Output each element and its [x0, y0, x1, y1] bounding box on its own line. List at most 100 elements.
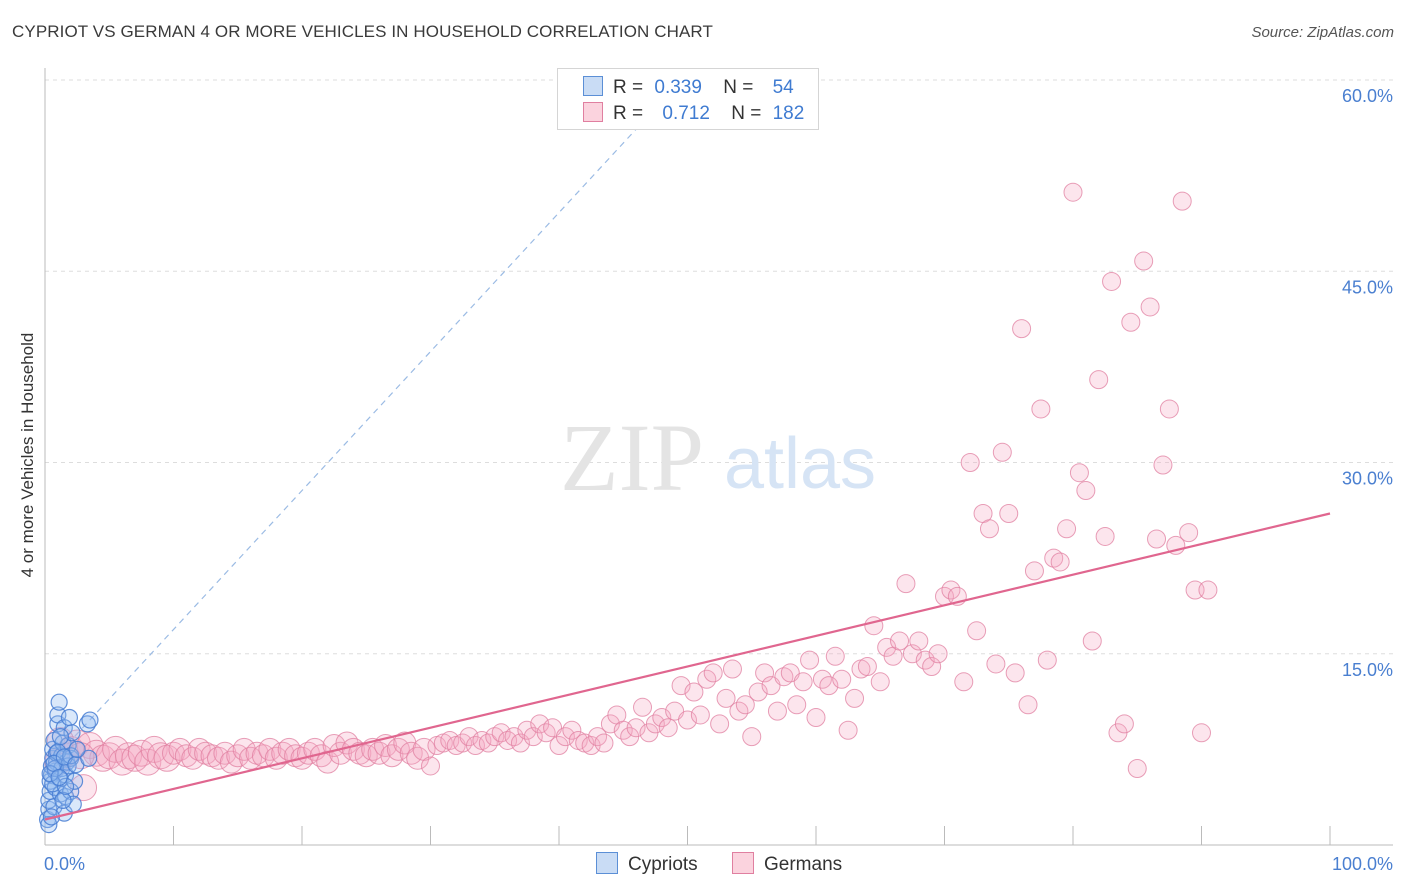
- germans-point: [168, 737, 192, 761]
- germans-point: [1063, 182, 1083, 202]
- watermark-zip: ZIP: [560, 404, 704, 511]
- germans-point: [658, 718, 678, 738]
- legend-row-cypriots: R = 0.339 N = 54: [583, 76, 794, 100]
- cypriots-label: Cypriots: [628, 854, 698, 875]
- germans-point: [735, 695, 755, 715]
- x-tick-label: 100.0%: [1332, 854, 1393, 874]
- bottom-legend-cypriots: Cypriots: [596, 852, 698, 876]
- germans-point: [1082, 631, 1102, 651]
- legend-r-value: 0.712: [662, 103, 710, 124]
- legend-n-label: N =: [731, 103, 762, 124]
- germans-point: [825, 646, 845, 666]
- germans-point: [1012, 319, 1032, 339]
- germans-point: [1159, 399, 1179, 419]
- germans-point: [1031, 399, 1051, 419]
- germans-point: [896, 574, 916, 594]
- y-tick-label: 30.0%: [1342, 469, 1393, 489]
- correlation-legend: R = 0.339 N = 54 R = 0.712 N = 182: [557, 68, 819, 130]
- cypriots-point: [50, 693, 68, 711]
- germans-point: [562, 720, 582, 740]
- bottom-legend-germans: Germans: [732, 852, 842, 876]
- germans-point: [1114, 714, 1134, 734]
- germans-point: [1037, 650, 1057, 670]
- germans-point: [633, 697, 653, 717]
- germans-point: [1102, 271, 1122, 291]
- legend-r-label: R =: [613, 77, 644, 98]
- germans-point: [594, 733, 614, 753]
- germans-point: [845, 688, 865, 708]
- germans-point: [491, 723, 511, 743]
- germans-point: [1134, 251, 1154, 271]
- x-tick-label: 0.0%: [44, 854, 85, 874]
- germans-point: [870, 672, 890, 692]
- germans-point: [793, 672, 813, 692]
- germans-point: [1089, 370, 1109, 390]
- germans-point: [832, 669, 852, 689]
- germans-point: [1069, 463, 1089, 483]
- germans-point: [1024, 561, 1044, 581]
- legend-row-germans: R = 0.712 N = 182: [583, 102, 804, 126]
- y-tick-label: 60.0%: [1342, 86, 1393, 106]
- y-tick-label: 45.0%: [1342, 277, 1393, 297]
- germans-points: [44, 182, 1218, 802]
- germans-point: [690, 705, 710, 725]
- germans-point: [742, 727, 762, 747]
- cypriots-point: [54, 791, 72, 809]
- germans-point: [890, 631, 910, 651]
- germans-point: [1179, 523, 1199, 543]
- germans-point: [755, 663, 775, 683]
- cypriots-trend-line: [44, 73, 688, 769]
- germans-point: [523, 727, 543, 747]
- source-label: Source: ZipAtlas.com: [1251, 24, 1394, 41]
- germans-point: [678, 710, 697, 730]
- germans-point: [922, 657, 942, 676]
- germans-point: [986, 654, 1006, 674]
- germans-trend-line: [44, 512, 1331, 821]
- germans-point: [806, 708, 826, 727]
- germans-point: [536, 723, 556, 743]
- cypriots-point: [62, 747, 80, 765]
- legend-n-value: 54: [772, 77, 794, 98]
- germans-point: [1153, 455, 1173, 475]
- germans-point: [1005, 663, 1025, 683]
- germans-point: [767, 701, 787, 721]
- germans-point: [787, 695, 807, 715]
- watermark-atlas: atlas: [724, 424, 876, 504]
- germans-point: [979, 519, 999, 539]
- germans-point: [1050, 552, 1070, 572]
- germans-point: [1095, 526, 1115, 546]
- germans-point: [684, 682, 704, 702]
- germans-point: [992, 442, 1012, 462]
- y-tick-label: 15.0%: [1342, 660, 1393, 680]
- tick-labels: 15.0% 30.0% 45.0% 60.0% 0.0% 100.0%: [44, 86, 1393, 874]
- germans-point: [967, 621, 987, 641]
- cypriots-point: [81, 711, 99, 729]
- cypriots-point: [80, 749, 98, 767]
- legend-n-value: 182: [772, 103, 805, 124]
- germans-point: [928, 644, 948, 664]
- cypriots-points: [38, 693, 99, 834]
- germans-point: [1198, 580, 1218, 600]
- germans-point: [187, 737, 211, 761]
- cypriots-trendline: [44, 73, 688, 769]
- germans-point: [1057, 519, 1077, 539]
- germans-point: [1172, 191, 1192, 211]
- watermark: ZIP atlas: [560, 404, 876, 511]
- cypriots-swatch: [596, 852, 618, 874]
- germans-point: [153, 744, 181, 772]
- germans-point: [219, 750, 243, 774]
- germans-trendline: [44, 512, 1331, 821]
- germans-swatch: [583, 102, 603, 122]
- germans-point: [857, 657, 877, 676]
- germans-point: [1140, 297, 1160, 317]
- germans-point: [1076, 481, 1096, 501]
- germans-point: [716, 688, 736, 708]
- cypriots-point: [68, 740, 86, 758]
- legend-r-label: R =: [613, 103, 644, 124]
- cypriots-point: [56, 777, 75, 795]
- cypriots-point: [41, 764, 59, 783]
- germans-point: [626, 718, 646, 738]
- germans-point: [800, 650, 820, 670]
- germans-point: [722, 659, 742, 679]
